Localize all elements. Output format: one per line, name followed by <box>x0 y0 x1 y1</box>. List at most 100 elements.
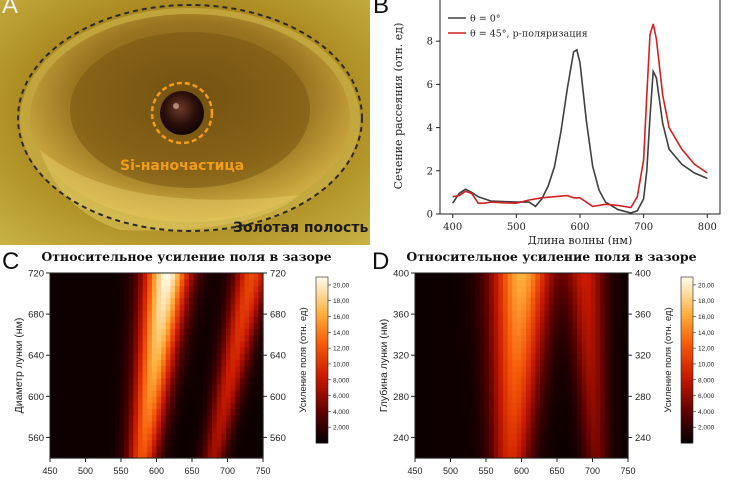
colorbar-step <box>681 431 693 436</box>
heatmap-cell <box>442 377 449 385</box>
heatmap-cell <box>540 390 546 397</box>
heatmap-cell <box>479 414 486 422</box>
heatmap-cell <box>419 402 425 410</box>
heatmap-cell <box>540 322 546 330</box>
heatmap-cell <box>609 390 615 397</box>
heatmap-cell <box>184 402 190 410</box>
heatmap-cell <box>521 377 527 385</box>
heatmap-cell <box>581 402 587 410</box>
heatmap-cell <box>567 334 574 342</box>
heatmap-cell <box>530 310 536 317</box>
heatmap-cell <box>212 396 218 404</box>
heatmap-cell <box>216 427 222 434</box>
heatmap-cell <box>82 359 88 367</box>
heatmap-cell <box>110 396 116 404</box>
heatmap-cell <box>91 347 97 354</box>
heatmap-cell <box>618 421 624 428</box>
heatmap-cell <box>96 273 102 280</box>
heatmap-cell <box>198 347 204 354</box>
heatmap-cell <box>124 414 130 422</box>
heatmap-cell <box>553 365 560 373</box>
heatmap-cell <box>623 365 629 373</box>
heatmap-cell <box>553 384 560 391</box>
heatmap-cell <box>235 433 241 441</box>
heatmap-cell <box>535 359 541 367</box>
heatmap-cell <box>590 316 597 323</box>
heatmap-cell <box>151 365 158 373</box>
heatmap-cell <box>216 402 222 410</box>
heatmap-cell <box>461 402 467 410</box>
heatmap-cell <box>77 427 84 434</box>
heatmap-cell <box>540 273 546 280</box>
heatmap-cell <box>512 279 518 286</box>
heatmap-cell <box>577 303 583 311</box>
heatmap-cell <box>614 347 620 354</box>
heatmap-cell <box>558 427 564 434</box>
heatmap-cell <box>428 421 435 428</box>
heatmap-cell <box>604 347 611 354</box>
heatmap-cell <box>521 303 527 311</box>
heatmap-cell <box>198 359 204 367</box>
heatmap-cell <box>498 427 504 434</box>
heatmap-cell <box>553 297 560 305</box>
heatmap-cell <box>105 365 111 373</box>
heatmap-cell <box>609 310 615 317</box>
heatmap-cell <box>96 365 102 373</box>
heatmap-cell <box>128 402 134 410</box>
heatmap-cell <box>558 353 564 360</box>
heatmap-cell <box>595 371 601 379</box>
heatmap-cell <box>244 396 250 404</box>
heatmap-cell <box>428 414 435 422</box>
heatmap-cell <box>526 445 532 453</box>
heatmap-cell <box>526 365 532 373</box>
heatmap-cell <box>623 390 629 397</box>
heatmap-cell <box>614 427 620 434</box>
heatmap-cell <box>119 347 125 354</box>
heatmap-cell <box>433 285 439 293</box>
heatmap-cell <box>442 396 449 404</box>
heatmap-cell <box>484 439 490 447</box>
heatmap-cell <box>526 347 532 354</box>
heatmap-cell <box>82 402 88 410</box>
heatmap-cell <box>600 285 606 293</box>
heatmap-cell <box>535 439 541 447</box>
heatmap-cell <box>489 451 495 459</box>
heatmap-cell <box>470 328 476 336</box>
heatmap-cell <box>207 353 213 360</box>
heatmap-cell <box>239 414 246 422</box>
heatmap-cell <box>614 340 620 348</box>
heatmap-cell <box>202 384 209 391</box>
heatmap-cell <box>447 328 453 336</box>
heatmap-cell <box>618 340 624 348</box>
heatmap-cell <box>540 340 546 348</box>
heatmap-cell <box>502 303 509 311</box>
heatmap-cell <box>475 291 481 299</box>
heatmap-cell <box>175 328 181 336</box>
heatmap-cell <box>188 439 195 447</box>
heatmap-cell <box>239 273 246 280</box>
heatmap-cell <box>419 322 425 330</box>
heatmap-cell <box>535 285 541 293</box>
heatmap-cell <box>193 445 199 453</box>
heatmap-cell <box>433 402 439 410</box>
heatmap-cell <box>419 353 425 360</box>
heatmap-cell <box>442 365 449 373</box>
heatmap-cell <box>586 340 592 348</box>
heatmap-cell <box>470 334 476 342</box>
heatmap-cell <box>489 414 495 422</box>
heatmap-cell <box>124 279 130 286</box>
colorbar-step <box>316 340 328 344</box>
heatmap-cell <box>128 408 134 416</box>
heatmap-cell <box>225 310 232 317</box>
heatmap-cell <box>618 371 624 379</box>
heatmap-cell <box>558 347 564 354</box>
heatmap-cell <box>77 273 84 280</box>
heatmap-cell <box>63 291 70 299</box>
heatmap-cell <box>452 439 458 447</box>
heatmap-cell <box>595 390 601 397</box>
heatmap-cell <box>147 279 153 286</box>
heatmap-cell <box>221 303 227 311</box>
heatmap-cell <box>419 273 425 280</box>
heatmap-cell <box>563 390 569 397</box>
heatmap-cell <box>461 396 467 404</box>
